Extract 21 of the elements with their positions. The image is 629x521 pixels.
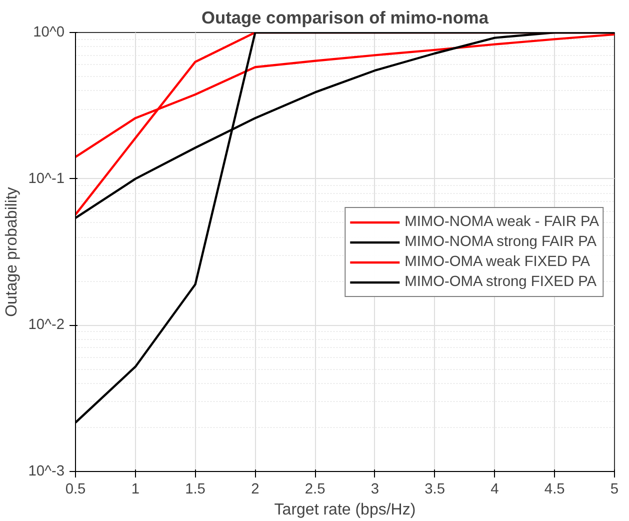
x-tick-label: 3.5 (424, 482, 446, 498)
y-tick-label: 10^-1 (28, 170, 65, 187)
x-tick-label: 1 (131, 482, 140, 498)
legend-label: MIMO-NOMA weak - FAIR PA (404, 214, 599, 230)
x-tick-label: 1.5 (185, 482, 206, 498)
x-tick-label: 0.5 (65, 482, 86, 498)
x-tick-label: 2 (251, 482, 260, 498)
y-tick-label: 10^-3 (28, 464, 65, 480)
x-axis-title: Target rate (bps/Hz) (274, 502, 416, 518)
x-tick-label: 4 (490, 482, 499, 498)
legend-label: MIMO-OMA strong FIXED PA (404, 274, 597, 290)
y-tick-label: 10^0 (33, 24, 65, 40)
legend-label: MIMO-NOMA strong FAIR PA (404, 234, 597, 250)
chart-title: Outage comparison of mimo-noma (202, 8, 489, 28)
y-axis-title: Outage probability (3, 187, 20, 317)
x-tick-label: 3 (370, 482, 380, 498)
legend-label: MIMO-OMA weak FIXED PA (404, 254, 590, 270)
x-tick-label: 4.5 (544, 482, 565, 498)
x-tick-label: 5 (610, 482, 619, 498)
x-tick-label: 2.5 (304, 482, 326, 498)
y-tick-label: 10^-2 (28, 317, 65, 334)
